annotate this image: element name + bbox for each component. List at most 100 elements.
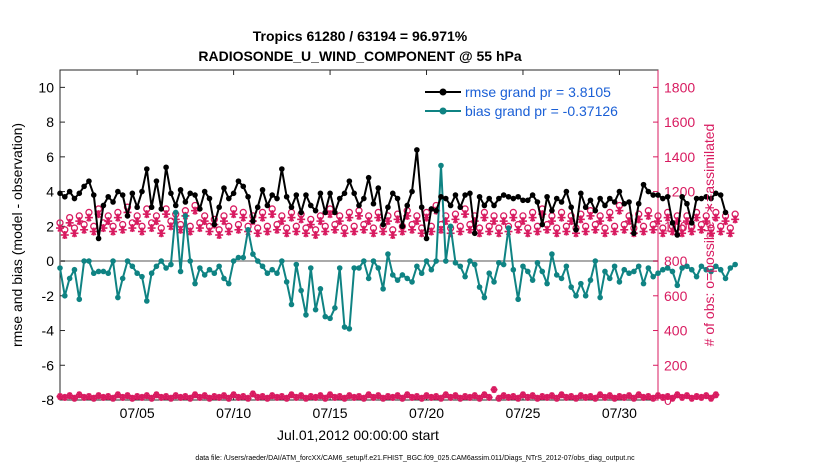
- obs-assimilated-marker: [311, 231, 320, 239]
- obs-assimilated-marker: [427, 227, 436, 236]
- obs-assimilated-marker: [528, 213, 537, 222]
- obs-assimilated-marker: [620, 225, 629, 234]
- rmse-point: [124, 213, 131, 219]
- bias-point: [505, 225, 512, 231]
- x-tick-label: 07/05: [120, 405, 155, 421]
- bias-point: [230, 258, 237, 264]
- obs-bottom-assimilated-marker: [263, 394, 271, 402]
- obs-assimilated-marker: [109, 227, 118, 236]
- obs-bottom-assimilated-marker: [596, 391, 604, 399]
- rmse-point: [380, 221, 386, 228]
- bias-point: [187, 258, 194, 264]
- bias-point: [587, 277, 594, 283]
- obs-assimilated-marker: [721, 217, 730, 226]
- obs-bottom-assimilated-marker: [128, 394, 136, 402]
- rmse-point: [346, 178, 353, 184]
- bias-point: [105, 270, 112, 277]
- bias-point: [110, 258, 116, 264]
- rmse-point: [221, 185, 227, 191]
- y-left-tick-label: 8: [46, 114, 54, 130]
- rmse-point: [303, 192, 309, 198]
- bias-point: [674, 282, 681, 289]
- bias-point: [389, 272, 396, 278]
- rmse-point: [100, 202, 107, 209]
- obs-bottom-assimilated-marker: [186, 394, 194, 402]
- rmse-point: [491, 202, 497, 209]
- obs-assimilated-marker: [518, 217, 527, 226]
- obs-bottom-assimilated-marker: [201, 392, 209, 400]
- obs-bottom-assimilated-marker: [177, 393, 185, 401]
- obs-assimilated-marker: [576, 215, 585, 224]
- bias-point: [144, 298, 150, 304]
- obs-bottom-assimilated-marker: [630, 394, 638, 402]
- rmse-point: [524, 197, 531, 204]
- bias-point: [496, 259, 502, 266]
- bias-point: [370, 258, 377, 264]
- obs-bottom-assimilated-marker: [152, 391, 160, 399]
- obs-assimilated-marker: [485, 227, 494, 236]
- x-axis-label: Jul.01,2012 00:00:00 start: [277, 427, 439, 443]
- bias-point: [664, 265, 671, 271]
- rmse-point: [250, 218, 256, 224]
- rmse-point: [134, 204, 140, 211]
- obs-assimilated-marker: [475, 229, 484, 238]
- bias-point: [713, 263, 719, 270]
- obs-bottom-assimilated-marker: [673, 391, 681, 399]
- bias-point: [631, 268, 637, 275]
- obs-bottom-assimilated-marker: [485, 393, 493, 401]
- rmse-point: [163, 164, 169, 171]
- rmse-point: [245, 193, 251, 200]
- bias-point: [539, 268, 546, 275]
- bias-point: [597, 294, 603, 301]
- rmse-point: [298, 209, 304, 216]
- rmse-point: [235, 178, 242, 184]
- bias-point: [341, 324, 348, 330]
- obs-assimilated-marker: [716, 227, 725, 236]
- rmse-point: [582, 204, 589, 211]
- rmse-point: [404, 202, 411, 209]
- obs-bottom-assimilated-marker: [321, 394, 329, 402]
- rmse-point: [602, 202, 608, 209]
- rmse-point: [187, 190, 194, 197]
- bias-point: [216, 263, 222, 270]
- y-left-tick-label: 0: [46, 253, 54, 269]
- obs-assimilated-marker: [552, 229, 561, 238]
- obs-assimilated-marker: [128, 224, 137, 233]
- obs-bottom-assimilated-marker: [374, 392, 382, 400]
- rmse-point: [471, 230, 478, 237]
- rmse-point: [717, 192, 724, 198]
- rmse-point: [645, 188, 652, 195]
- rmse-point: [182, 199, 189, 205]
- obs-bottom-assimilated-marker: [259, 393, 267, 401]
- obs-bottom-assimilated-marker: [109, 394, 117, 402]
- rmse-point: [216, 204, 222, 211]
- x-tick-label: 07/20: [409, 405, 444, 421]
- rmse-point: [664, 193, 671, 200]
- rmse-point: [467, 190, 473, 197]
- legend-rmse-label: rmse grand pr = 3.8105: [465, 84, 611, 100]
- rmse-point: [568, 204, 574, 211]
- obs-assimilated-marker: [273, 225, 282, 234]
- bias-point: [544, 280, 550, 287]
- obs-bottom-assimilated-marker: [495, 394, 503, 402]
- obs-assimilated-marker: [162, 210, 171, 219]
- obs-assimilated-marker: [56, 224, 64, 233]
- obs-bottom-assimilated-marker: [114, 391, 122, 399]
- y-axis-right-label: # of obs: o=possible; ∗=assimilated: [701, 124, 717, 347]
- rmse-point: [254, 204, 261, 211]
- rmse-point: [293, 192, 300, 198]
- obs-assimilated-marker: [408, 225, 417, 234]
- bias-point: [650, 273, 656, 280]
- rmse-point: [370, 200, 377, 207]
- x-tick-label: 07/25: [505, 405, 540, 421]
- obs-assimilated-marker: [412, 217, 421, 226]
- bias-point: [621, 266, 628, 273]
- obs-assimilated-marker: [104, 217, 113, 226]
- rmse-point: [500, 192, 507, 198]
- obs-assimilated-marker: [388, 231, 397, 239]
- obs-bottom-assimilated-marker: [461, 393, 469, 401]
- y-left-tick-label: -6: [42, 357, 55, 373]
- rmse-point: [597, 195, 603, 202]
- obs-bottom-assimilated-marker: [683, 392, 691, 400]
- obs-assimilated-marker: [625, 217, 634, 226]
